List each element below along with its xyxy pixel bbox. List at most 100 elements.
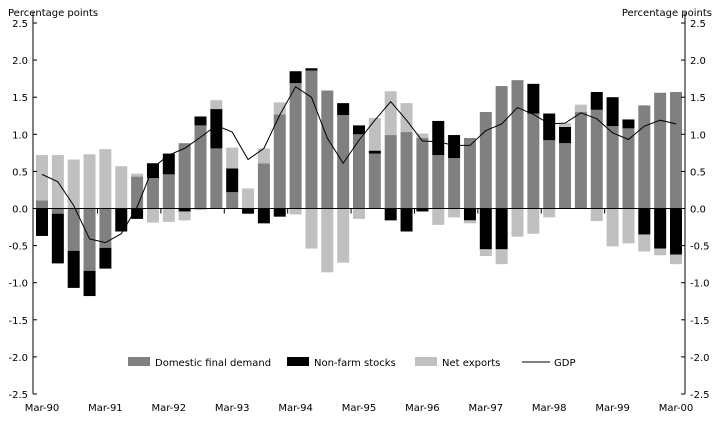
y-tick-label-right: -1.0 — [690, 279, 710, 290]
bar-non-farm-stocks — [416, 208, 429, 212]
bar-net-exports — [337, 208, 350, 263]
bar-domestic-final-demand — [654, 92, 667, 209]
y-tick-label-left: 1.5 — [12, 93, 28, 104]
bar-non-farm-stocks — [337, 103, 350, 116]
bar-domestic-final-demand — [543, 140, 556, 209]
y-tick-label-left: -2.0 — [8, 353, 28, 364]
bar-net-exports — [606, 208, 619, 247]
x-tick-label: Mar-95 — [342, 403, 377, 414]
x-tick-label: Mar-98 — [532, 403, 567, 414]
y-tick-label-left: 1.0 — [12, 130, 28, 141]
bar-non-farm-stocks — [670, 208, 682, 255]
y-tick-label-left: 2.0 — [12, 56, 28, 67]
legend-label: Non-farm stocks — [314, 358, 396, 369]
bar-non-farm-stocks — [353, 125, 365, 135]
bar-non-farm-stocks — [654, 208, 667, 249]
bar-domestic-final-demand — [448, 158, 461, 209]
x-tick-label: Mar-93 — [215, 403, 250, 414]
bar-net-exports — [226, 147, 239, 169]
bar-net-exports — [432, 208, 445, 225]
legend-label: GDP — [554, 358, 575, 369]
bar-domestic-final-demand — [527, 113, 540, 209]
bar-net-exports — [257, 148, 270, 164]
bar-net-exports — [495, 249, 508, 265]
y-tick-label-right: 0.5 — [690, 167, 706, 178]
bar-domestic-final-demand — [670, 92, 682, 209]
x-tick-label: Mar-97 — [469, 403, 504, 414]
y-tick-label-right: 1.0 — [690, 130, 706, 141]
bar-domestic-final-demand — [638, 105, 651, 209]
y-tick-label-right: -2.0 — [690, 353, 710, 364]
line-gdp — [41, 86, 677, 244]
bar-net-exports — [146, 208, 159, 223]
bar-domestic-final-demand — [463, 138, 476, 209]
bar-domestic-final-demand — [337, 115, 350, 209]
bar-net-exports — [574, 104, 587, 113]
bar-non-farm-stocks — [622, 119, 635, 129]
bar-net-exports — [670, 254, 682, 265]
bar-domestic-final-demand — [83, 208, 96, 271]
x-tick-label: Mar-00 — [659, 403, 694, 414]
bar-non-farm-stocks — [479, 208, 492, 250]
bar-net-exports — [36, 155, 48, 201]
bar-non-farm-stocks — [400, 208, 413, 232]
legend-swatch — [415, 357, 437, 366]
bar-net-exports — [654, 248, 667, 256]
bar-domestic-final-demand — [574, 112, 587, 209]
legend-swatch — [128, 357, 150, 366]
bar-domestic-final-demand — [67, 208, 80, 251]
bar-non-farm-stocks — [83, 270, 96, 297]
bar-net-exports — [273, 102, 286, 115]
bar-domestic-final-demand — [226, 192, 239, 209]
bar-domestic-final-demand — [606, 126, 619, 209]
bar-domestic-final-demand — [622, 128, 635, 209]
bar-non-farm-stocks — [51, 213, 64, 264]
bar-domestic-final-demand — [432, 155, 445, 209]
y-axis-label-right: Percentage points — [622, 8, 712, 19]
bar-domestic-final-demand — [162, 174, 175, 209]
bar-net-exports — [115, 166, 128, 209]
bar-domestic-final-demand — [511, 80, 524, 209]
bar-non-farm-stocks — [463, 208, 476, 221]
bar-net-exports — [622, 208, 635, 244]
y-axis-label-left: Percentage points — [8, 8, 98, 19]
y-tick-label-right: -0.5 — [690, 242, 710, 253]
bars — [36, 68, 682, 297]
bar-net-exports — [463, 220, 476, 224]
bar-non-farm-stocks — [527, 83, 540, 114]
bar-non-farm-stocks — [368, 150, 381, 154]
bar-net-exports — [67, 159, 80, 209]
bar-domestic-final-demand — [416, 138, 429, 209]
y-tick-label-left: 0.5 — [12, 167, 28, 178]
bar-net-exports — [384, 91, 397, 136]
bar-domestic-final-demand — [51, 208, 64, 214]
bar-non-farm-stocks — [210, 109, 223, 149]
bar-non-farm-stocks — [305, 68, 318, 71]
bar-domestic-final-demand — [368, 153, 381, 209]
bar-net-exports — [400, 103, 413, 133]
bar-domestic-final-demand — [131, 176, 144, 209]
bar-domestic-final-demand — [178, 143, 191, 209]
bar-non-farm-stocks — [559, 126, 572, 144]
bar-non-farm-stocks — [67, 250, 80, 288]
bar-net-exports — [178, 211, 191, 221]
bar-non-farm-stocks — [384, 208, 397, 221]
legend-swatch — [287, 357, 309, 366]
bar-net-exports — [368, 117, 381, 151]
bar-domestic-final-demand — [210, 148, 223, 209]
bar-domestic-final-demand — [273, 114, 286, 209]
bar-non-farm-stocks — [289, 71, 302, 84]
bar-domestic-final-demand — [353, 134, 365, 209]
bar-net-exports — [353, 208, 365, 219]
bar-domestic-final-demand — [305, 70, 318, 209]
bar-non-farm-stocks — [257, 208, 270, 224]
bar-non-farm-stocks — [242, 208, 255, 214]
y-tick-label-right: -1.5 — [690, 316, 710, 327]
y-tick-label-right: 1.5 — [690, 93, 706, 104]
bar-non-farm-stocks — [638, 208, 651, 235]
y-tick-label-right: 2.5 — [690, 19, 706, 30]
y-tick-label-left: 0.0 — [12, 205, 28, 216]
bar-domestic-final-demand — [146, 178, 159, 209]
bar-domestic-final-demand — [194, 125, 207, 209]
bar-domestic-final-demand — [257, 163, 270, 209]
